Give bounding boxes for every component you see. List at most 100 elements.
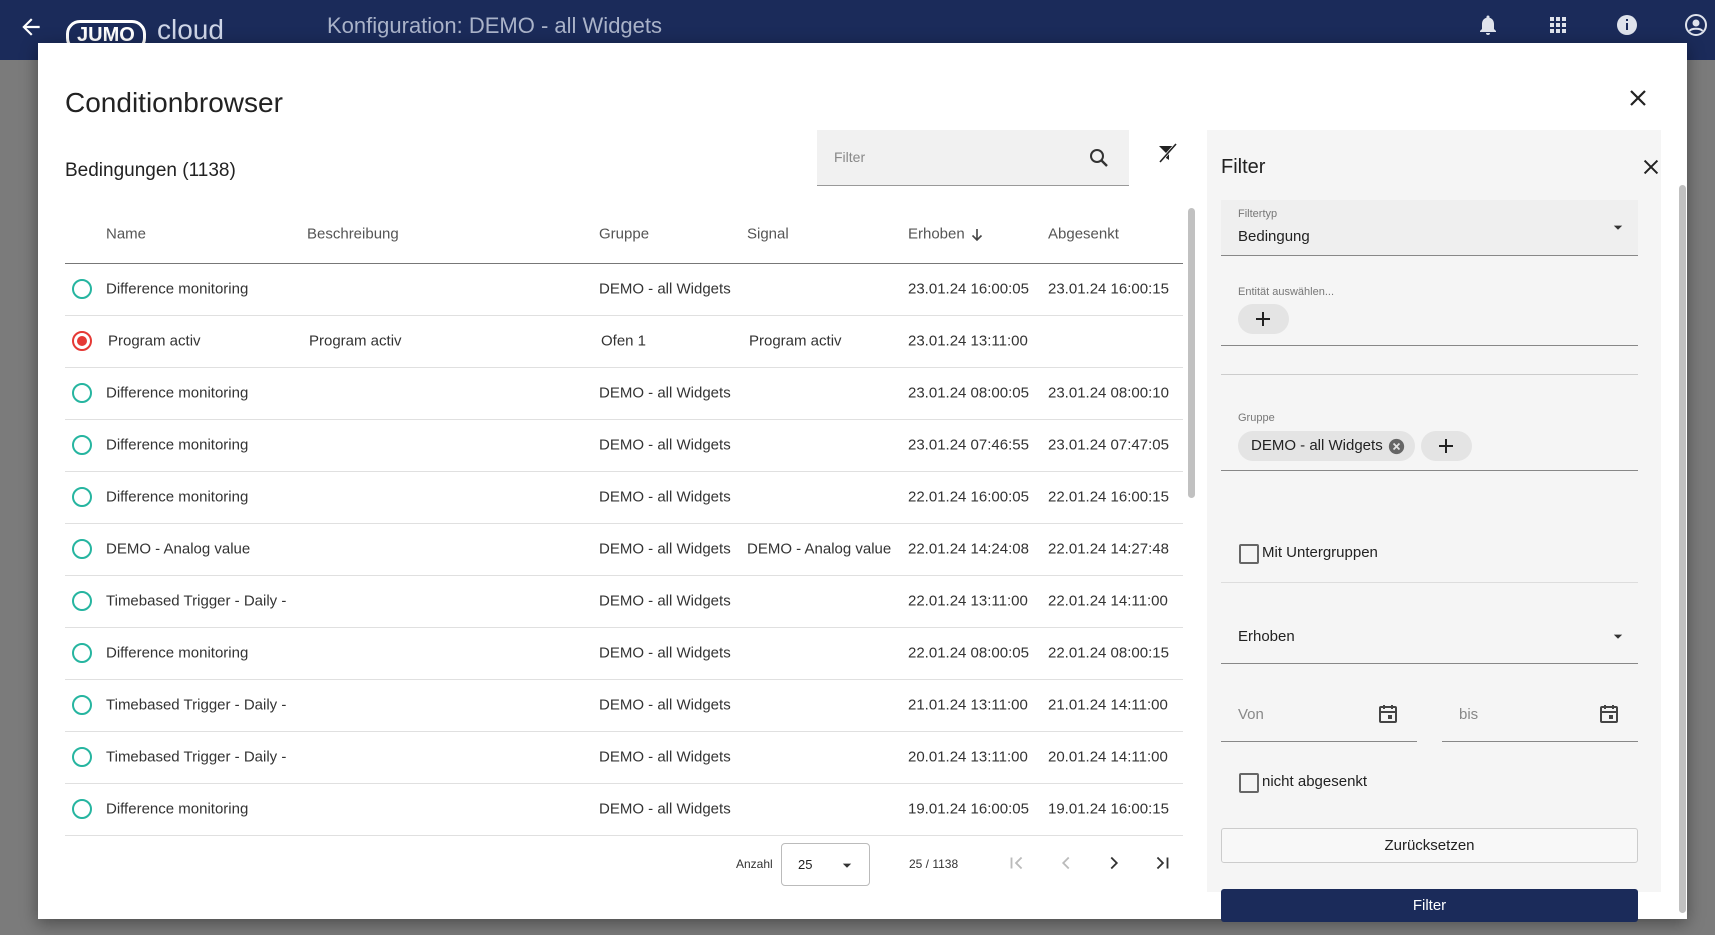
status-cleared bbox=[72, 539, 92, 559]
filter-toggle[interactable] bbox=[1156, 141, 1180, 165]
table-cell: Difference monitoring bbox=[106, 800, 249, 818]
field-value: Bedingung bbox=[1238, 228, 1310, 245]
table-cell: Program activ bbox=[309, 332, 402, 350]
table-cell: Timebased Trigger - Daily - bbox=[106, 748, 287, 766]
not-lowered-checkbox[interactable] bbox=[1239, 773, 1259, 793]
table-cell: Difference monitoring bbox=[106, 436, 249, 454]
subgroups-checkbox[interactable] bbox=[1239, 544, 1259, 564]
field-label: Gruppe bbox=[1238, 412, 1275, 424]
dialog-title: Conditionbrowser bbox=[65, 87, 283, 118]
table-cell: 22.01.24 14:24:08 bbox=[908, 540, 1029, 558]
dropdown-arrow bbox=[1613, 225, 1623, 230]
prev-page[interactable] bbox=[1055, 852, 1077, 874]
table-cell: DEMO - all Widgets bbox=[599, 540, 731, 558]
checkbox-label: Mit Untergruppen bbox=[1262, 544, 1378, 561]
to-date[interactable]: bis bbox=[1442, 688, 1638, 742]
checkbox-label: nicht abgesenkt bbox=[1262, 773, 1368, 790]
table-cell: DEMO - Analog value bbox=[747, 540, 892, 558]
table-cell: 22.01.24 16:00:05 bbox=[908, 488, 1029, 506]
table-cell: 23.01.24 07:47:05 bbox=[1048, 436, 1169, 454]
table-cell: DEMO - all Widgets bbox=[599, 384, 731, 402]
filter-type-field[interactable]: Filtertyp Bedingung bbox=[1221, 200, 1638, 256]
page-size-select[interactable]: 25 bbox=[781, 843, 870, 886]
row-line bbox=[65, 575, 1183, 576]
info[interactable] bbox=[1615, 13, 1639, 37]
logo: JUMO bbox=[66, 20, 146, 52]
chip-label: DEMO - all Widgets bbox=[1251, 437, 1383, 454]
group-chip[interactable]: DEMO - all Widgets bbox=[1238, 431, 1415, 461]
status-cleared bbox=[72, 487, 92, 507]
table-cell: 22.01.24 16:00:15 bbox=[1048, 488, 1169, 506]
from-date[interactable]: Von bbox=[1221, 688, 1417, 742]
table-cell: 22.01.24 14:11:00 bbox=[1048, 592, 1168, 610]
page-size-value: 25 bbox=[798, 857, 813, 872]
notifications[interactable] bbox=[1476, 13, 1500, 37]
account[interactable] bbox=[1684, 13, 1708, 37]
apply-button[interactable]: Filter bbox=[1221, 889, 1638, 922]
filter-panel: Filter Filtertyp Bedingung Entität auswä… bbox=[1207, 130, 1686, 922]
table-cell: Timebased Trigger - Daily - bbox=[106, 592, 287, 610]
close-dialog[interactable] bbox=[1626, 86, 1650, 110]
table-cell: DEMO - all Widgets bbox=[599, 748, 731, 766]
first-page[interactable] bbox=[1006, 852, 1028, 874]
table-cell: DEMO - all Widgets bbox=[599, 800, 731, 818]
status-cleared bbox=[72, 695, 92, 715]
table-cell: 21.01.24 13:11:00 bbox=[908, 696, 1028, 714]
row-line bbox=[65, 679, 1183, 680]
add-entity[interactable] bbox=[1238, 304, 1289, 334]
status-cleared bbox=[72, 643, 92, 663]
sort-icon bbox=[971, 229, 983, 242]
table-cell: Difference monitoring bbox=[106, 488, 249, 506]
row-line bbox=[65, 315, 1183, 316]
header-line bbox=[65, 263, 1183, 264]
column-header: Beschreibung bbox=[307, 225, 399, 243]
status-cleared bbox=[72, 799, 92, 819]
back-button[interactable] bbox=[18, 14, 44, 40]
search-field[interactable]: Filter bbox=[817, 130, 1129, 186]
table-cell: Ofen 1 bbox=[601, 332, 647, 350]
entity-field[interactable]: Entität auswählen... bbox=[1221, 273, 1638, 346]
table-cell: Program activ bbox=[749, 332, 842, 350]
calendar-icon[interactable] bbox=[1376, 702, 1400, 726]
search-placeholder: Filter bbox=[834, 149, 866, 165]
next-page[interactable] bbox=[1103, 852, 1125, 874]
reset-button[interactable]: Zurücksetzen bbox=[1221, 828, 1638, 863]
row-line bbox=[65, 627, 1183, 628]
row-line bbox=[65, 835, 1183, 836]
filter-scrollbar[interactable] bbox=[1679, 185, 1686, 913]
page-title: Konfiguration: DEMO - all Widgets bbox=[327, 13, 663, 38]
close-filter[interactable] bbox=[1640, 156, 1662, 178]
table-cell: Timebased Trigger - Daily - bbox=[106, 696, 287, 714]
field-label: Filtertyp bbox=[1238, 208, 1278, 220]
table-cell: 23.01.24 16:00:15 bbox=[1048, 280, 1169, 298]
group-field[interactable]: Gruppe DEMO - all Widgets bbox=[1221, 403, 1638, 471]
table-cell: 22.01.24 14:27:48 bbox=[1048, 540, 1169, 558]
status-active bbox=[72, 331, 92, 351]
column-header: Abgesenkt bbox=[1048, 225, 1119, 243]
table-cell: 23.01.24 07:46:55 bbox=[908, 436, 1029, 454]
table-cell: Program activ bbox=[108, 332, 201, 350]
date-field-select[interactable]: Erhoben bbox=[1221, 609, 1638, 664]
chip-remove[interactable] bbox=[1388, 438, 1405, 455]
apps[interactable] bbox=[1546, 13, 1570, 37]
row-line bbox=[65, 523, 1183, 524]
table-cell: Difference monitoring bbox=[106, 280, 249, 298]
row-line bbox=[65, 419, 1183, 420]
placeholder: bis bbox=[1459, 706, 1479, 723]
table-cell: DEMO - all Widgets bbox=[599, 436, 731, 454]
table-cell: 23.01.24 08:00:10 bbox=[1048, 384, 1169, 402]
calendar-icon[interactable] bbox=[1597, 702, 1621, 726]
filter-title: Filter bbox=[1221, 156, 1266, 178]
last-page[interactable] bbox=[1151, 852, 1173, 874]
table-cell: DEMO - Analog value bbox=[106, 540, 251, 558]
add-group[interactable] bbox=[1421, 431, 1472, 461]
subtitle: Bedingungen (1138) bbox=[65, 160, 236, 181]
dropdown-arrow bbox=[1613, 634, 1623, 639]
select-value: Erhoben bbox=[1238, 628, 1295, 645]
table-scrollbar[interactable] bbox=[1188, 208, 1195, 498]
table-cell: 22.01.24 08:00:05 bbox=[908, 644, 1029, 662]
status-cleared bbox=[72, 435, 92, 455]
column-header[interactable]: Erhoben bbox=[908, 225, 965, 243]
dropdown-arrow bbox=[842, 863, 852, 868]
status-cleared bbox=[72, 591, 92, 611]
